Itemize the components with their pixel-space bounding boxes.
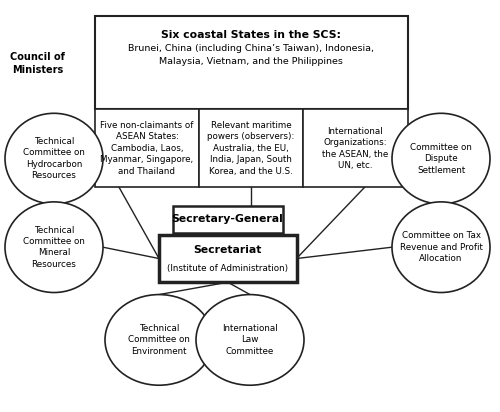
Text: Secretariat: Secretariat [194, 245, 262, 255]
Text: Relevant maritime
powers (observers):
Australia, the EU,
India, Japan, South
Kor: Relevant maritime powers (observers): Au… [208, 121, 294, 176]
Text: Technical
Committee on
Environment: Technical Committee on Environment [128, 324, 190, 356]
Text: Six coastal States in the SCS:: Six coastal States in the SCS: [161, 30, 341, 40]
Text: (Institute of Administration): (Institute of Administration) [167, 264, 288, 272]
FancyBboxPatch shape [159, 235, 296, 282]
Ellipse shape [392, 202, 490, 293]
FancyBboxPatch shape [303, 109, 408, 187]
Text: Committee on
Dispute
Settlement: Committee on Dispute Settlement [410, 143, 472, 175]
Text: Technical
Committee on
Hydrocarbon
Resources: Technical Committee on Hydrocarbon Resou… [23, 137, 85, 180]
Text: Brunei, China (including China’s Taiwan), Indonesia,
Malaysia, Vietnam, and the : Brunei, China (including China’s Taiwan)… [128, 44, 374, 66]
FancyBboxPatch shape [172, 206, 282, 233]
Text: Five non-claimants of
ASEAN States:
Cambodia, Laos,
Myanmar, Singapore,
and Thai: Five non-claimants of ASEAN States: Camb… [100, 121, 194, 176]
Ellipse shape [105, 295, 213, 385]
Text: Secretary-General: Secretary-General [172, 214, 283, 225]
Text: International
Organizations:
the ASEAN, the
UN, etc.: International Organizations: the ASEAN, … [322, 126, 388, 170]
Ellipse shape [5, 113, 103, 204]
Text: Technical
Committee on
Mineral
Resources: Technical Committee on Mineral Resources [23, 225, 85, 269]
Text: Committee on Tax
Revenue and Profit
Allocation: Committee on Tax Revenue and Profit Allo… [400, 231, 482, 263]
Text: International
Law
Committee: International Law Committee [222, 324, 278, 356]
Text: Council of
Ministers: Council of Ministers [10, 52, 65, 75]
Ellipse shape [196, 295, 304, 385]
Ellipse shape [392, 113, 490, 204]
FancyBboxPatch shape [199, 109, 303, 187]
FancyBboxPatch shape [95, 109, 199, 187]
FancyBboxPatch shape [95, 16, 408, 109]
Ellipse shape [5, 202, 103, 293]
